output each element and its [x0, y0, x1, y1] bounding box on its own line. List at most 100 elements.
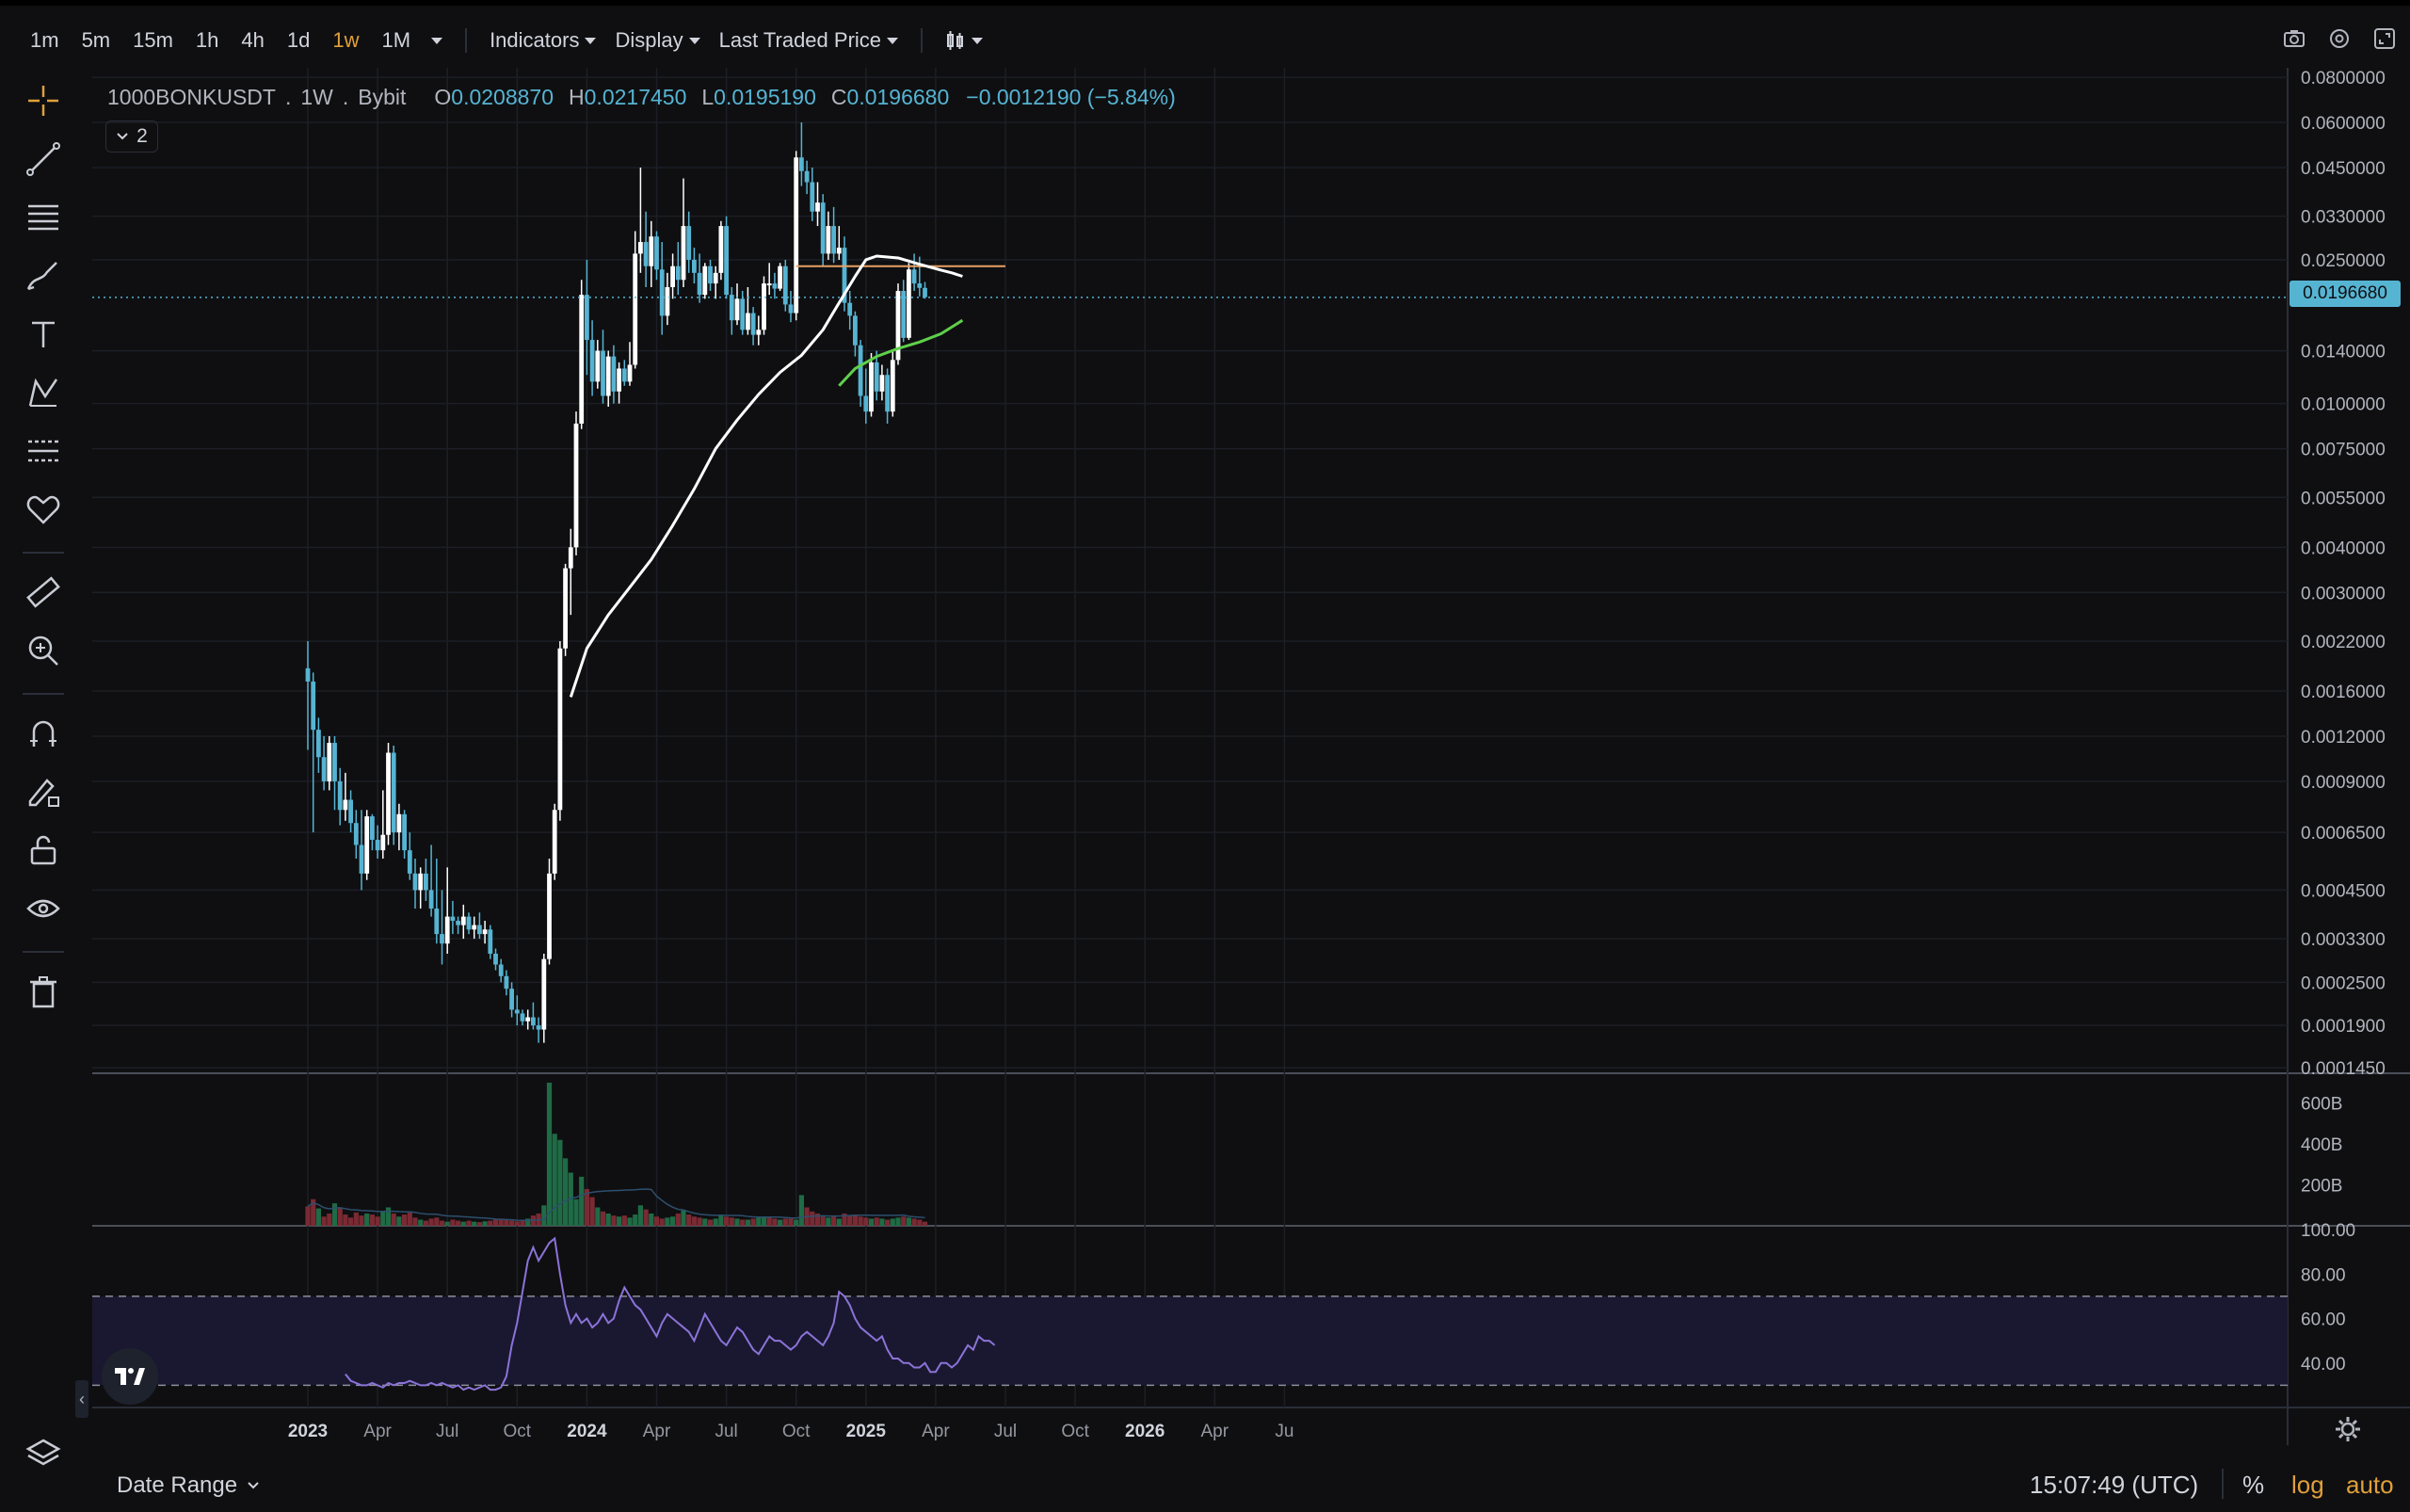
low-value: 0.0195190 [714, 85, 816, 109]
candle-body [820, 202, 826, 254]
candle-body [681, 226, 686, 281]
candles [305, 122, 927, 1043]
tradingview-logo[interactable] [102, 1348, 158, 1405]
utc-clock[interactable]: 15:07:49 (UTC) [2030, 1471, 2199, 1499]
price-tick-label: 0.0001900 [2301, 1017, 2386, 1037]
timeframe-1m[interactable]: 1m [30, 28, 59, 52]
date-range-label: Date Range [117, 1472, 238, 1498]
date-range-button[interactable]: Date Range [117, 1472, 260, 1499]
rsi-tick-label: 40.00 [2301, 1355, 2346, 1375]
timeframe-15m[interactable]: 15m [133, 28, 173, 52]
lock-drawing-tool[interactable] [18, 766, 69, 817]
candle-body [579, 295, 585, 424]
timeframe-dropdown[interactable] [422, 37, 452, 44]
volume-bar [444, 1221, 450, 1226]
close-label: C [830, 85, 847, 109]
candle-body [595, 350, 601, 382]
favorites-tool[interactable] [18, 484, 69, 535]
price-source-button[interactable]: Last Traded Price [710, 28, 908, 53]
candle-body [692, 259, 697, 273]
volume-bar [396, 1216, 402, 1226]
volume-bar [488, 1220, 493, 1226]
volume-bar [579, 1176, 585, 1226]
price-tick-label: 0.0006500 [2301, 824, 2386, 844]
candle-body [364, 816, 370, 874]
volume-bar [842, 1213, 847, 1226]
volume-bar [740, 1219, 746, 1226]
volume-bar [402, 1214, 408, 1226]
trendline-tool[interactable] [18, 134, 69, 185]
candle-body [514, 1009, 520, 1014]
candle-body [531, 1017, 536, 1026]
settings-icon[interactable] [2327, 26, 2352, 51]
lock-tool[interactable] [18, 825, 69, 876]
delete-tool[interactable] [18, 966, 69, 1017]
studies-toggle[interactable]: 2 [105, 121, 158, 153]
volume-bar [311, 1198, 316, 1226]
volume-bar [885, 1219, 891, 1226]
volume-bar [331, 1203, 338, 1226]
candle-body [724, 226, 729, 296]
volume-bar [407, 1212, 412, 1226]
candle-body [869, 362, 874, 412]
volume-bar [718, 1214, 724, 1226]
candle-body [482, 929, 488, 935]
volume-bar [702, 1218, 708, 1226]
volume-bar [761, 1216, 767, 1226]
volume-bar [600, 1211, 606, 1226]
hide-tool[interactable] [18, 883, 69, 934]
volume-bar [557, 1139, 563, 1226]
price-tick-label: 0.0250000 [2301, 251, 2386, 271]
candle-body [348, 799, 353, 824]
timeframe-4h[interactable]: 4h [241, 28, 265, 52]
tv-logo-icon [115, 1368, 145, 1385]
volume-bar [337, 1207, 343, 1226]
volume-bar [627, 1217, 633, 1226]
display-button[interactable]: Display [605, 28, 709, 53]
crosshair-tool[interactable] [18, 75, 69, 126]
brush-tool[interactable] [18, 250, 69, 301]
candle-body [434, 909, 440, 935]
text-tool[interactable] [18, 309, 69, 360]
indicators-button[interactable]: Indicators [480, 28, 605, 53]
candle-body [762, 283, 766, 330]
candle-body [617, 368, 621, 392]
chart-type-button[interactable] [936, 29, 992, 52]
volume-bar [482, 1221, 488, 1226]
auto-scale-toggle[interactable]: auto [2346, 1471, 2394, 1499]
chevron-down-icon [248, 1482, 259, 1489]
chevron-down-icon [887, 37, 899, 44]
candle-body [649, 236, 654, 266]
candle-body [756, 330, 762, 335]
percent-toggle[interactable]: % [2242, 1471, 2265, 1499]
timeframe-5m[interactable]: 5m [81, 28, 111, 52]
price-tick-label: 0.0002500 [2301, 973, 2386, 993]
timeframe-1h[interactable]: 1h [195, 28, 219, 52]
volume-bar [418, 1219, 424, 1226]
magnet-tool[interactable] [18, 708, 69, 759]
zoom-tool[interactable] [18, 625, 69, 676]
measure-tool[interactable] [18, 567, 69, 618]
timeframe-1w[interactable]: 1w [332, 28, 360, 52]
timeframe-1M[interactable]: 1M [381, 28, 411, 52]
pattern-tool[interactable] [18, 367, 69, 418]
volume-bar [911, 1218, 917, 1226]
volume-bar [713, 1218, 718, 1226]
candle-body [842, 248, 847, 303]
volume-bar [831, 1216, 837, 1226]
log-scale-toggle[interactable]: log [2291, 1471, 2324, 1499]
fib-tool[interactable] [18, 192, 69, 243]
collapse-toolbar-handle[interactable]: ‹ [75, 1380, 88, 1418]
time-tick-label: Apr [1201, 1422, 1229, 1441]
volume-bar [504, 1219, 509, 1226]
camera-icon[interactable] [2282, 26, 2306, 51]
candle-body [444, 916, 450, 944]
forecast-tool[interactable] [18, 426, 69, 476]
timeframe-1d[interactable]: 1d [286, 28, 311, 52]
symbol-name[interactable]: 1000BONKUSDT [107, 85, 276, 109]
layers-icon[interactable] [24, 1435, 62, 1472]
divider [921, 28, 924, 53]
fullscreen-icon[interactable] [2372, 26, 2397, 51]
gear-icon[interactable] [2333, 1414, 2363, 1444]
